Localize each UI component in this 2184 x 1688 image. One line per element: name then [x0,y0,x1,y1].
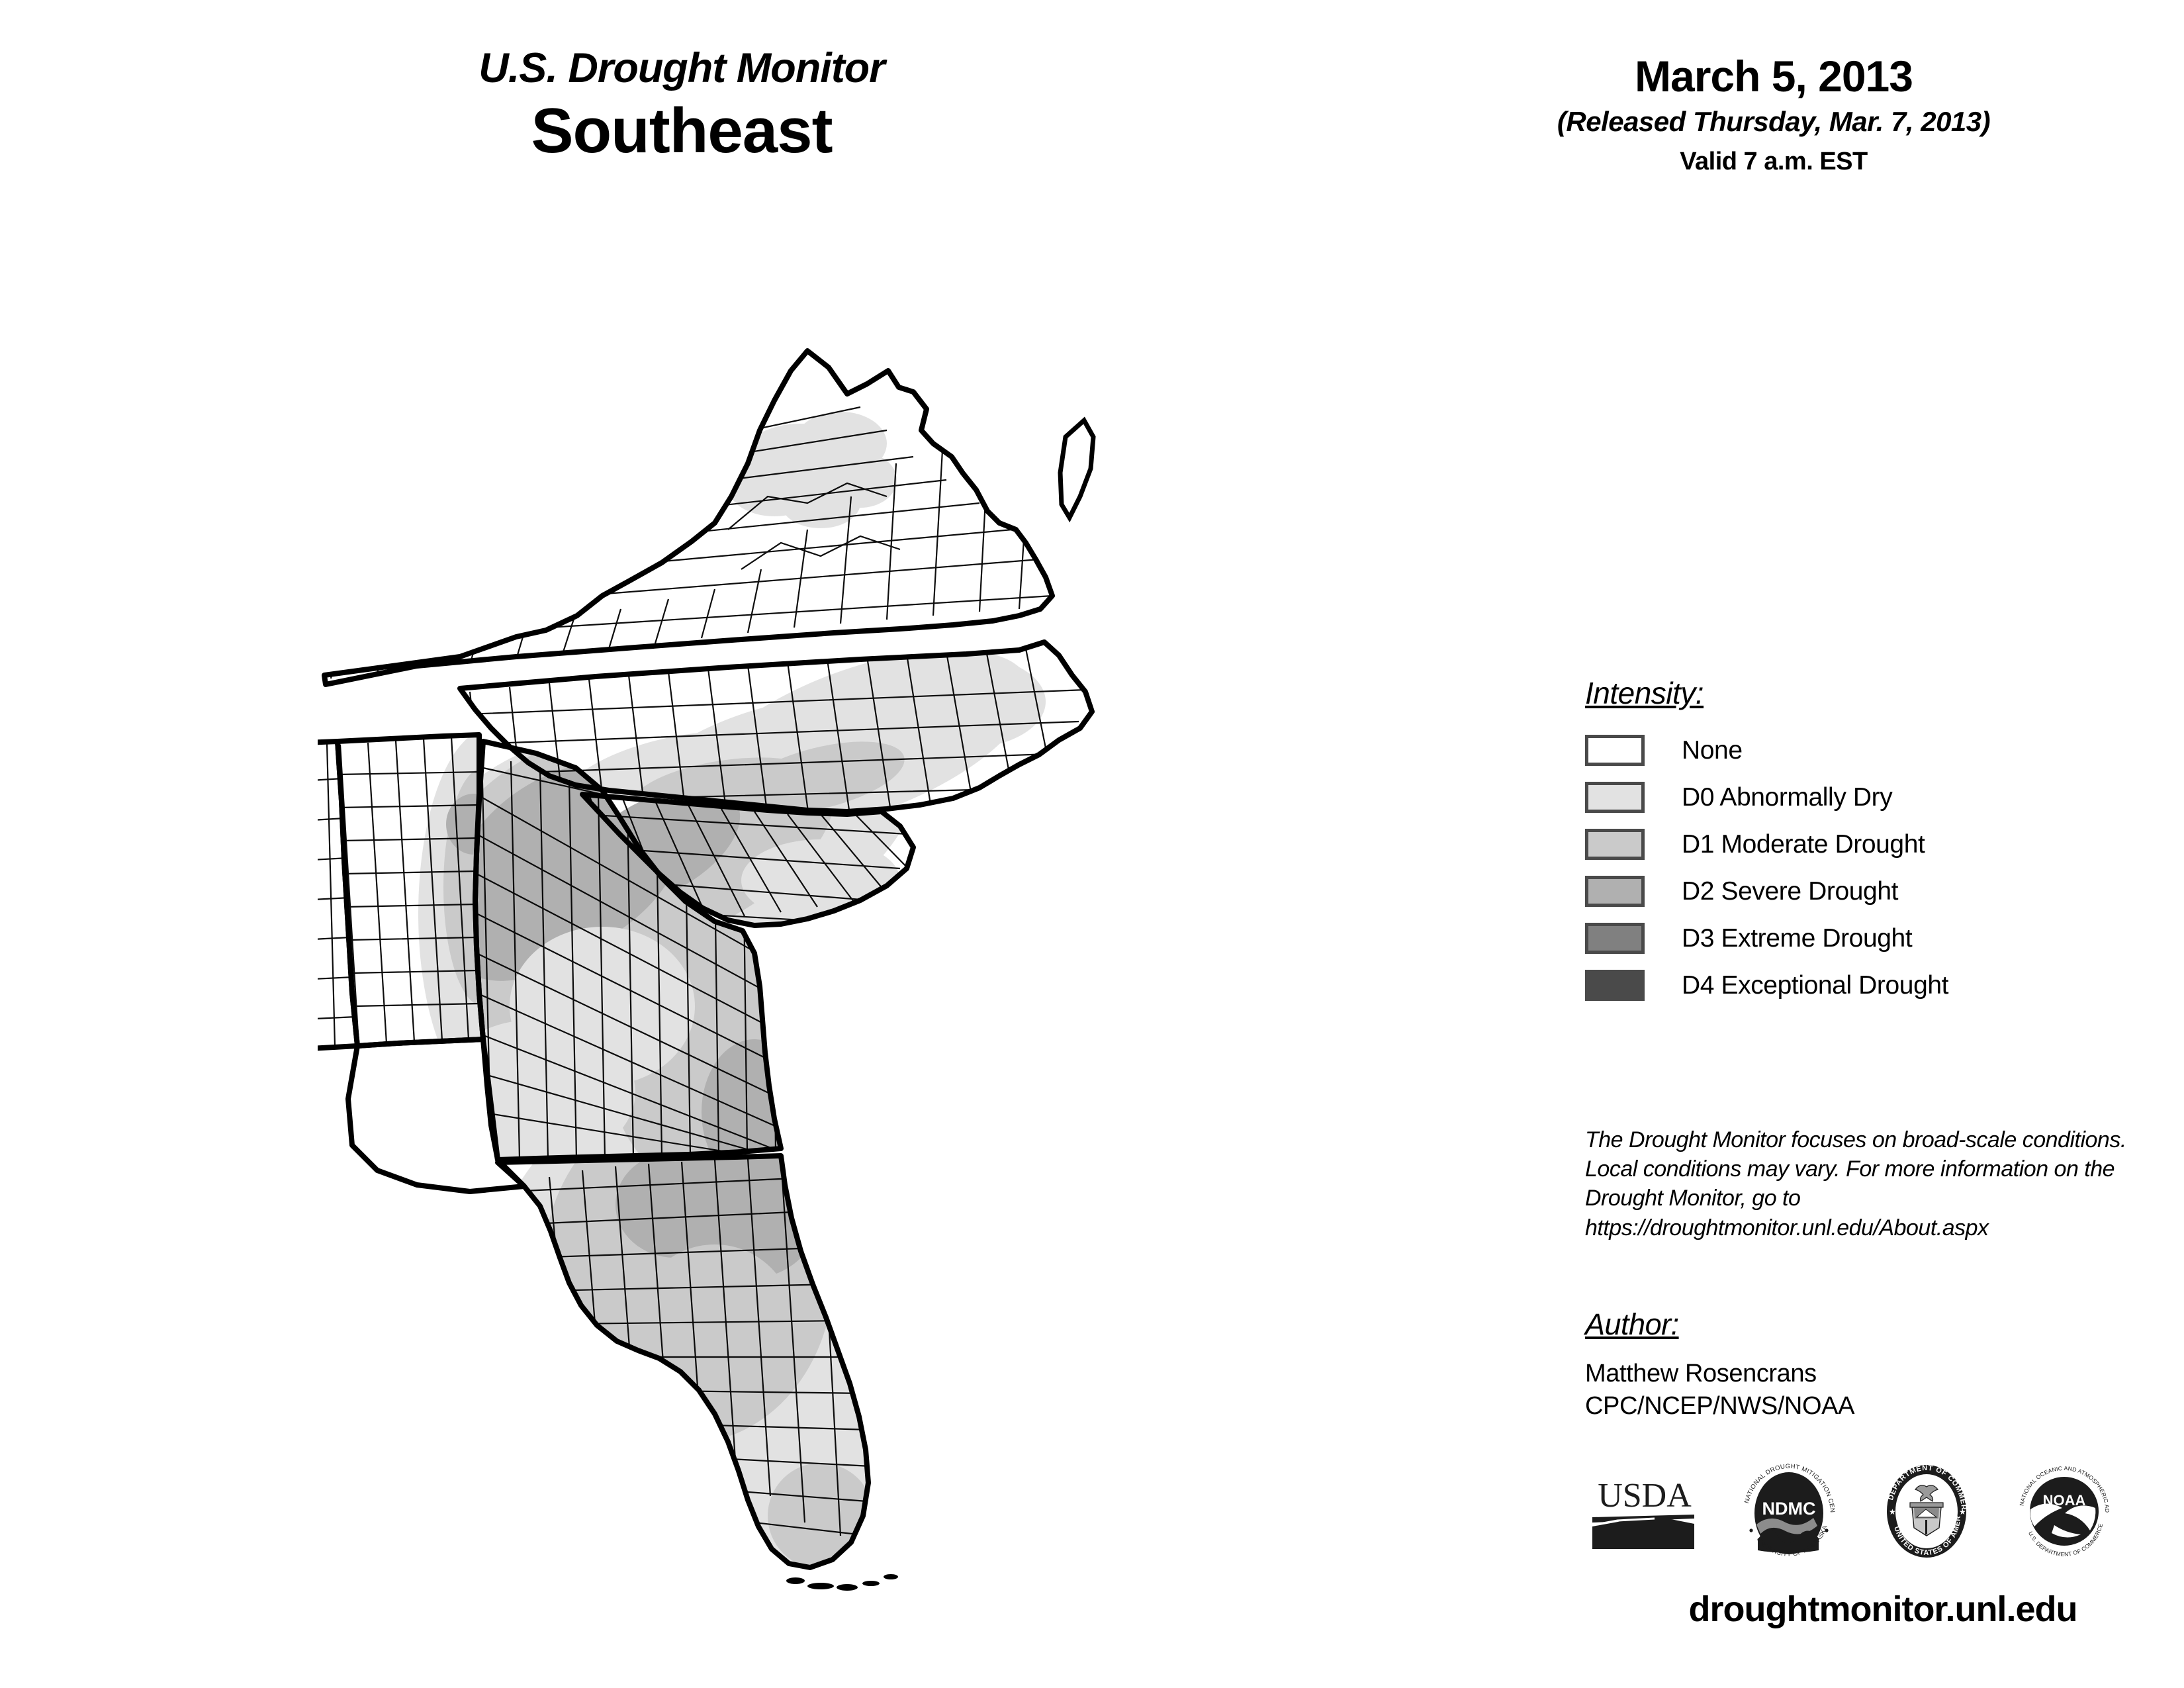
legend-label-d2: D2 Severe Drought [1682,876,1899,906]
svg-text:★: ★ [1959,1507,1966,1517]
legend-swatch-d2 [1585,876,1645,907]
legend-swatch-d3 [1585,923,1645,954]
drought-map-svg[interactable] [318,331,1350,1615]
state-boundaries [318,348,1095,1570]
disclaimer-text: The Drought Monitor focuses on broad-sca… [1585,1127,2126,1241]
legend-item-d1[interactable]: D1 Moderate Drought [1585,821,2167,868]
legend-label-none: None [1682,735,1743,765]
legend-swatch-d0 [1585,782,1645,813]
page-title-region: Southeast [531,95,833,167]
author-name: Matthew Rosencrans [1585,1360,1817,1387]
author-heading: Author: [1585,1307,1679,1341]
release-date-text: (Released Thursday, Mar. 7, 2013) [1557,106,1991,138]
legend-label-d3: D3 Extreme Drought [1682,923,1913,953]
legend-item-d2[interactable]: D2 Severe Drought [1585,868,2167,915]
legend-item-d4[interactable]: D4 Exceptional Drought [1585,962,2167,1009]
header-date-block: March 5, 2013 (Released Thursday, Mar. 7… [1363,52,2184,178]
state-outline-virginia [322,348,1055,687]
svg-text:NOAA: NOAA [2043,1492,2086,1509]
legend-heading: Intensity: [1585,676,1704,710]
legend-item-d0[interactable]: D0 Abnormally Dry [1585,774,2167,821]
state-outline-mississippi [318,739,360,1051]
state-outline-north-carolina [457,639,1095,814]
svg-text:USDA: USDA [1598,1477,1692,1515]
legend-swatch-d4 [1585,970,1645,1001]
author-block: Author: Matthew Rosencrans CPC/NCEP/NWS/… [1585,1307,2167,1422]
delmarva-sliver [1058,416,1096,523]
page-title-primary: U.S. Drought Monitor [478,45,885,91]
county-boundaries [318,406,1086,1536]
state-outline-florida-panhandle [345,1037,527,1194]
state-outline-florida [495,1153,871,1570]
valid-time-text: Valid 7 a.m. EST [1680,147,1868,175]
legend-swatch-d1 [1585,829,1645,860]
header-title-block: U.S. Drought Monitor Southeast [0,46,1363,167]
legend-label-d4: D4 Exceptional Drought [1682,970,1949,1000]
valid-date-text: March 5, 2013 [1635,52,1913,101]
svg-text:★: ★ [1889,1507,1896,1517]
noaa-logo: NOAA NATIONAL OCEANIC AND ATMOSPHERIC AD… [2015,1462,2111,1558]
legend-label-d1: D1 Moderate Drought [1682,829,1925,859]
drought-layer-virginia [728,412,897,528]
ndmc-logo: NDMC NATIONAL DROUGHT MITIGATION CENTER … [1739,1462,1836,1558]
logo-row: USDA NDMC NATIONAL DROUGHT MITIGATION CE… [1588,1453,2184,1569]
drought-map[interactable] [318,331,1350,1615]
intensity-legend: Intensity: None D0 Abnormally Dry D1 Mod… [1585,675,2167,1009]
legend-label-d0: D0 Abnormally Dry [1682,782,1893,812]
florida-keys [786,1574,898,1591]
legend-item-d3[interactable]: D3 Extreme Drought [1585,915,2167,962]
usda-logo: USDA [1592,1477,1694,1549]
svg-text:NDMC: NDMC [1762,1499,1816,1519]
author-organization: CPC/NCEP/NWS/NOAA [1585,1391,1855,1420]
legend-item-none[interactable]: None [1585,727,2167,774]
footer-url[interactable]: droughtmonitor.unl.edu [1688,1589,2078,1629]
legend-swatch-none [1585,735,1645,766]
department-of-commerce-logo: DEPARTMENT OF COMMERCE UNITED STATES OF … [1877,1462,1967,1558]
